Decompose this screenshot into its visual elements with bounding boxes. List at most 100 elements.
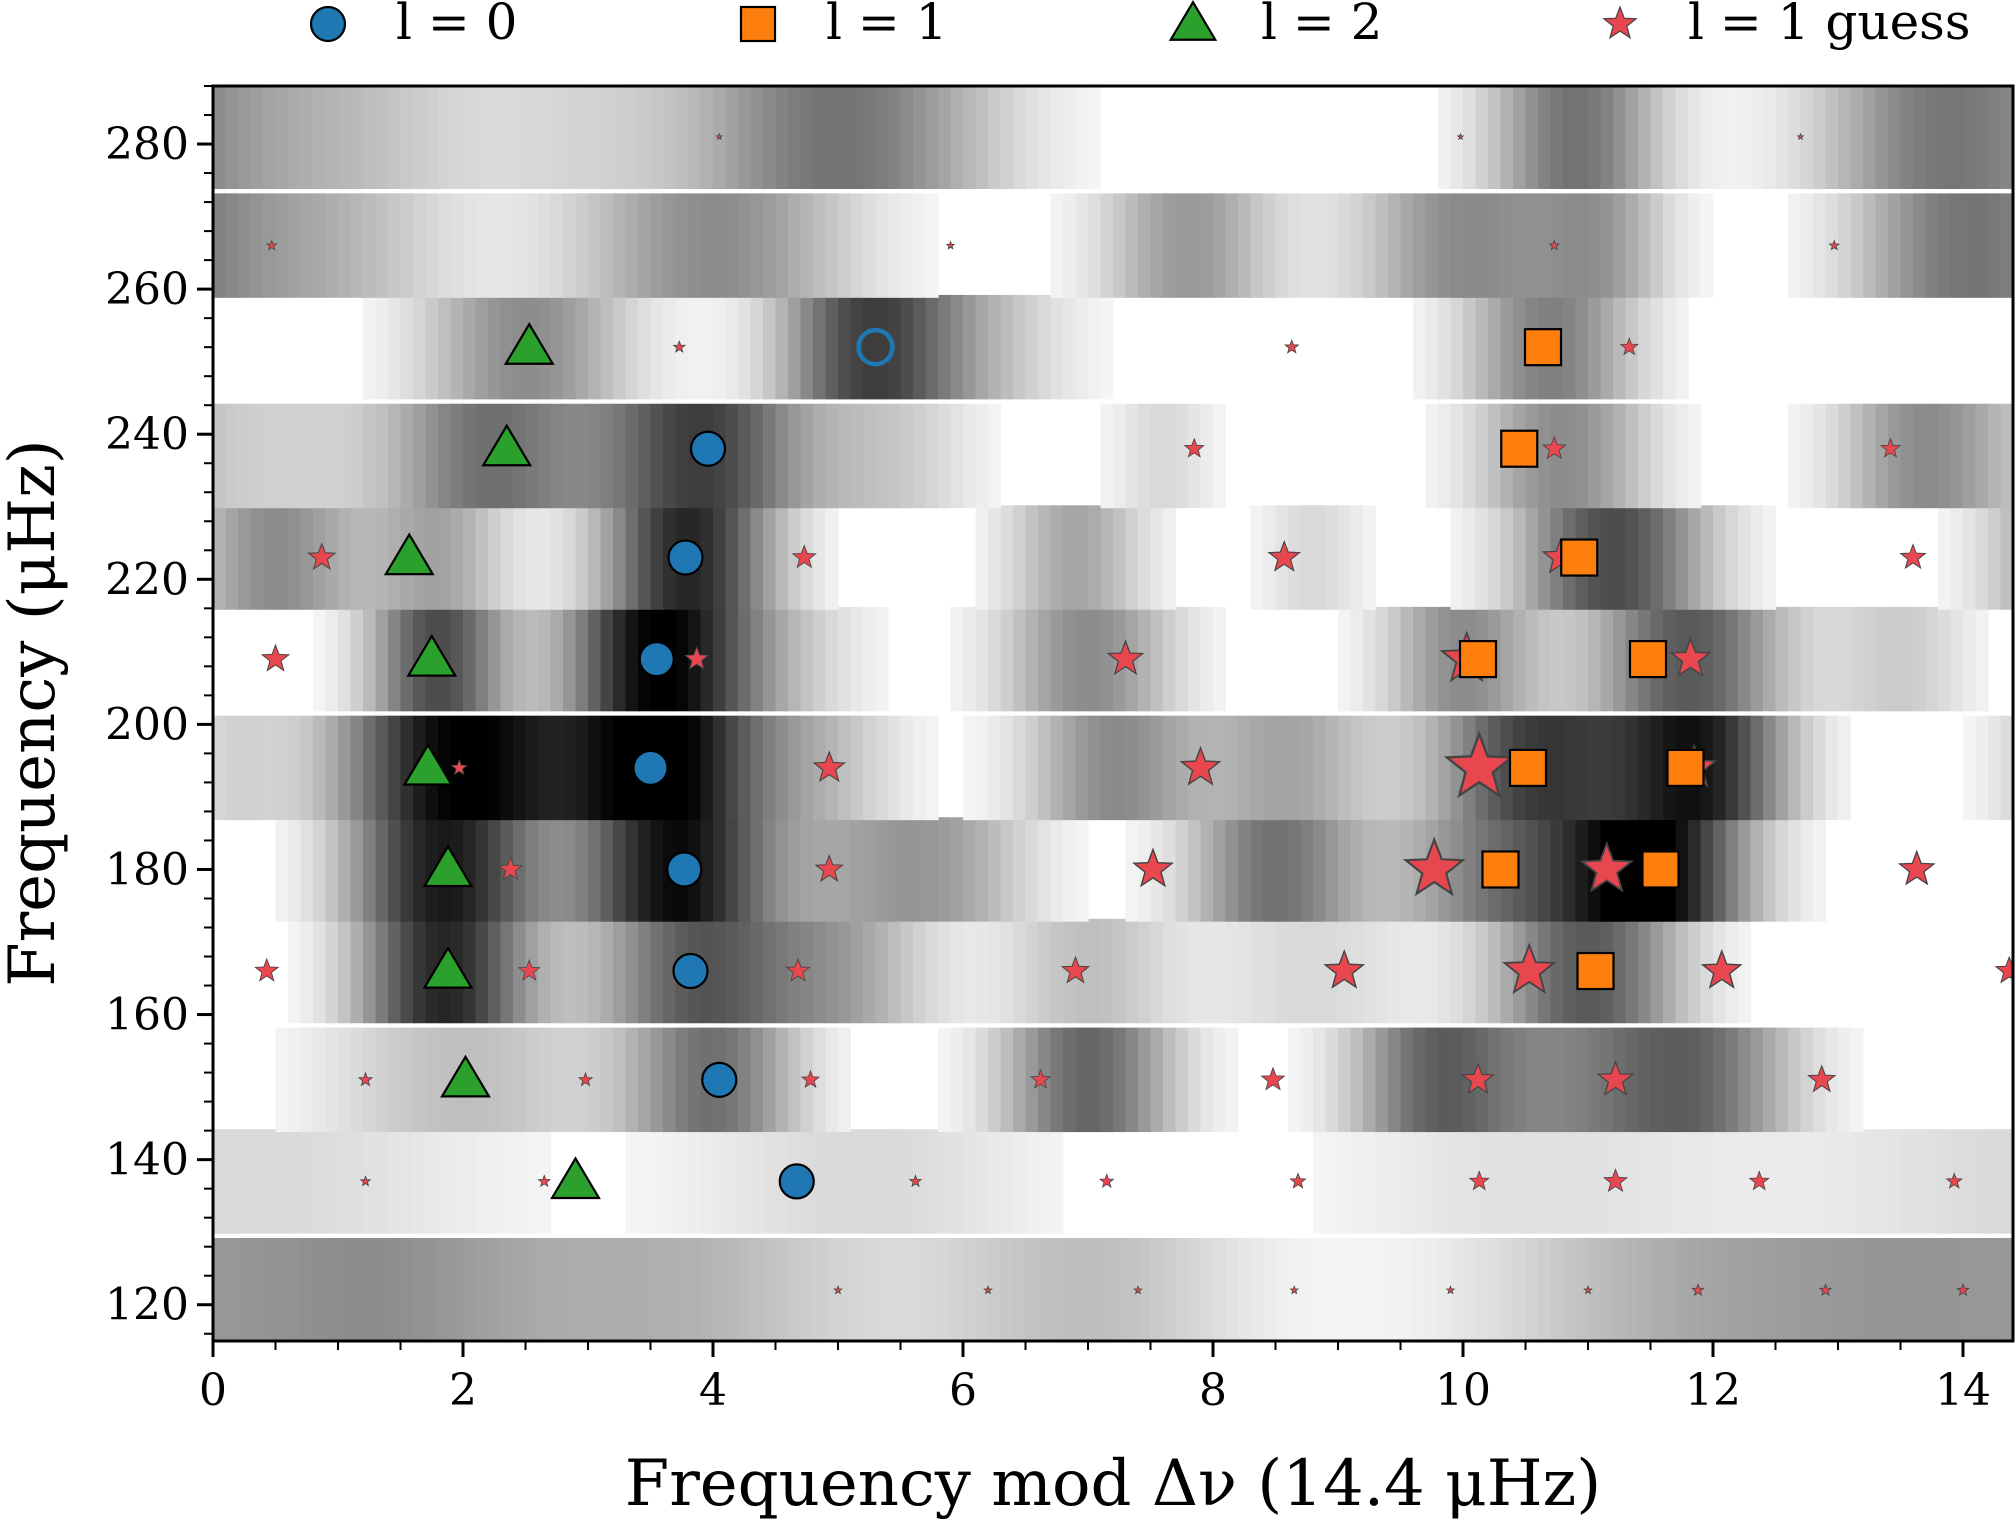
heatmap-cell bbox=[1638, 403, 1652, 509]
heatmap-cell bbox=[1100, 1027, 1114, 1133]
heatmap-cell bbox=[1325, 817, 1339, 922]
heatmap-cell bbox=[1063, 193, 1077, 298]
heatmap-cell bbox=[850, 715, 864, 821]
heatmap-cell bbox=[1625, 1237, 1639, 1341]
heatmap-cell bbox=[1638, 294, 1652, 400]
heatmap-cell bbox=[1775, 1237, 1789, 1341]
marker-l1-guess-star bbox=[1583, 1285, 1593, 1295]
heatmap-cell bbox=[1688, 193, 1702, 298]
heatmap-cell bbox=[1263, 1237, 1277, 1341]
heatmap-cell bbox=[550, 294, 564, 400]
heatmap-cell bbox=[475, 403, 489, 509]
heatmap-cell bbox=[1575, 715, 1589, 821]
heatmap-cell bbox=[1338, 193, 1352, 298]
heatmap-cell bbox=[1888, 1129, 1902, 1234]
heatmap-cell bbox=[1963, 1237, 1977, 1341]
heatmap-cell bbox=[1175, 1027, 1189, 1133]
heatmap-cell bbox=[1213, 918, 1227, 1024]
heatmap-cell bbox=[1738, 715, 1752, 821]
heatmap-cell bbox=[1238, 193, 1252, 298]
heatmap-cell bbox=[1663, 403, 1677, 509]
heatmap-cell bbox=[625, 1129, 639, 1234]
heatmap-cell bbox=[263, 1129, 277, 1234]
heatmap-cell bbox=[1475, 193, 1489, 298]
heatmap-cell bbox=[238, 1237, 252, 1341]
heatmap-cell bbox=[1213, 403, 1227, 509]
heatmap-cell bbox=[275, 86, 289, 190]
y-tick-label: 160 bbox=[105, 990, 189, 1041]
heatmap-cell bbox=[1375, 1027, 1389, 1133]
marker-l2-triangle bbox=[422, 945, 474, 989]
heatmap-cell bbox=[1513, 1027, 1527, 1133]
heatmap-cell bbox=[1625, 403, 1639, 509]
heatmap-cell bbox=[638, 918, 652, 1024]
heatmap-cell bbox=[1138, 193, 1152, 298]
heatmap-cell bbox=[438, 1129, 452, 1234]
heatmap-cell bbox=[1138, 1237, 1152, 1341]
heatmap-cell bbox=[1713, 817, 1727, 922]
heatmap-cell bbox=[1388, 1027, 1402, 1133]
heatmap-cell bbox=[425, 193, 439, 298]
marker-l0-circle bbox=[672, 952, 709, 990]
heatmap-cell bbox=[450, 403, 464, 509]
heatmap-cell bbox=[238, 403, 252, 509]
heatmap-cell bbox=[1363, 505, 1377, 610]
heatmap-cell bbox=[988, 403, 1002, 509]
heatmap-cell bbox=[425, 294, 439, 400]
heatmap-cell bbox=[638, 294, 652, 400]
heatmap-cell bbox=[1363, 817, 1377, 922]
heatmap-cell bbox=[1475, 505, 1489, 610]
heatmap-cell bbox=[600, 86, 614, 190]
heatmap-cell bbox=[1975, 403, 1989, 509]
heatmap-cell bbox=[1088, 86, 1102, 190]
heatmap-cell bbox=[413, 1237, 427, 1341]
heatmap-cell bbox=[1500, 1129, 1514, 1234]
heatmap-cell bbox=[300, 403, 314, 509]
heatmap-cell bbox=[1913, 1129, 1927, 1234]
heatmap-cell bbox=[675, 403, 689, 509]
marker-l0-circle bbox=[701, 1061, 738, 1098]
heatmap-cell bbox=[1675, 1027, 1689, 1133]
heatmap-cell bbox=[1413, 715, 1427, 821]
heatmap-cell bbox=[1988, 193, 2002, 298]
heatmap-cell bbox=[1350, 918, 1364, 1024]
heatmap-cell bbox=[1138, 403, 1152, 509]
heatmap-cell bbox=[888, 1237, 902, 1341]
heatmap-cell bbox=[1750, 817, 1764, 922]
heatmap-cell bbox=[400, 918, 414, 1024]
heatmap-cell bbox=[900, 817, 914, 922]
heatmap-cell bbox=[613, 606, 627, 712]
heatmap-cell bbox=[1413, 193, 1427, 298]
heatmap-cell bbox=[1950, 1237, 1964, 1341]
heatmap-cell bbox=[600, 193, 614, 298]
heatmap-cell bbox=[513, 1027, 527, 1133]
y-axis-label: Frequency (μHz) bbox=[0, 439, 70, 987]
heatmap-cell bbox=[250, 403, 264, 509]
heatmap-cell bbox=[575, 918, 589, 1024]
marker-l1-square bbox=[1576, 951, 1615, 991]
heatmap-cell bbox=[488, 294, 502, 400]
heatmap-cell bbox=[1225, 193, 1239, 298]
heatmap-cell bbox=[1225, 918, 1239, 1024]
heatmap-cell bbox=[488, 1027, 502, 1133]
legend-star-marker bbox=[1602, 5, 1638, 40]
heatmap-cell bbox=[1038, 715, 1052, 821]
heatmap-cell bbox=[863, 1237, 877, 1341]
heatmap-cell bbox=[1213, 715, 1227, 821]
heatmap-cell bbox=[1725, 1129, 1739, 1234]
heatmap-cell bbox=[475, 817, 489, 922]
heatmap-cell bbox=[1113, 1027, 1127, 1133]
heatmap-cell bbox=[600, 294, 614, 400]
heatmap-cell bbox=[1725, 715, 1739, 821]
heatmap-cell bbox=[463, 86, 477, 190]
marker-l1-guess-star bbox=[1541, 435, 1567, 460]
heatmap-cell bbox=[613, 1027, 627, 1133]
heatmap-cell bbox=[688, 86, 702, 190]
heatmap-cell bbox=[538, 1027, 552, 1133]
heatmap-cell bbox=[250, 505, 264, 610]
heatmap-cell bbox=[1838, 1027, 1852, 1133]
marker-l0-circle bbox=[689, 430, 727, 467]
heatmap-cell bbox=[500, 505, 514, 610]
heatmap-cell bbox=[1000, 606, 1014, 712]
heatmap-cell bbox=[1438, 1027, 1452, 1133]
